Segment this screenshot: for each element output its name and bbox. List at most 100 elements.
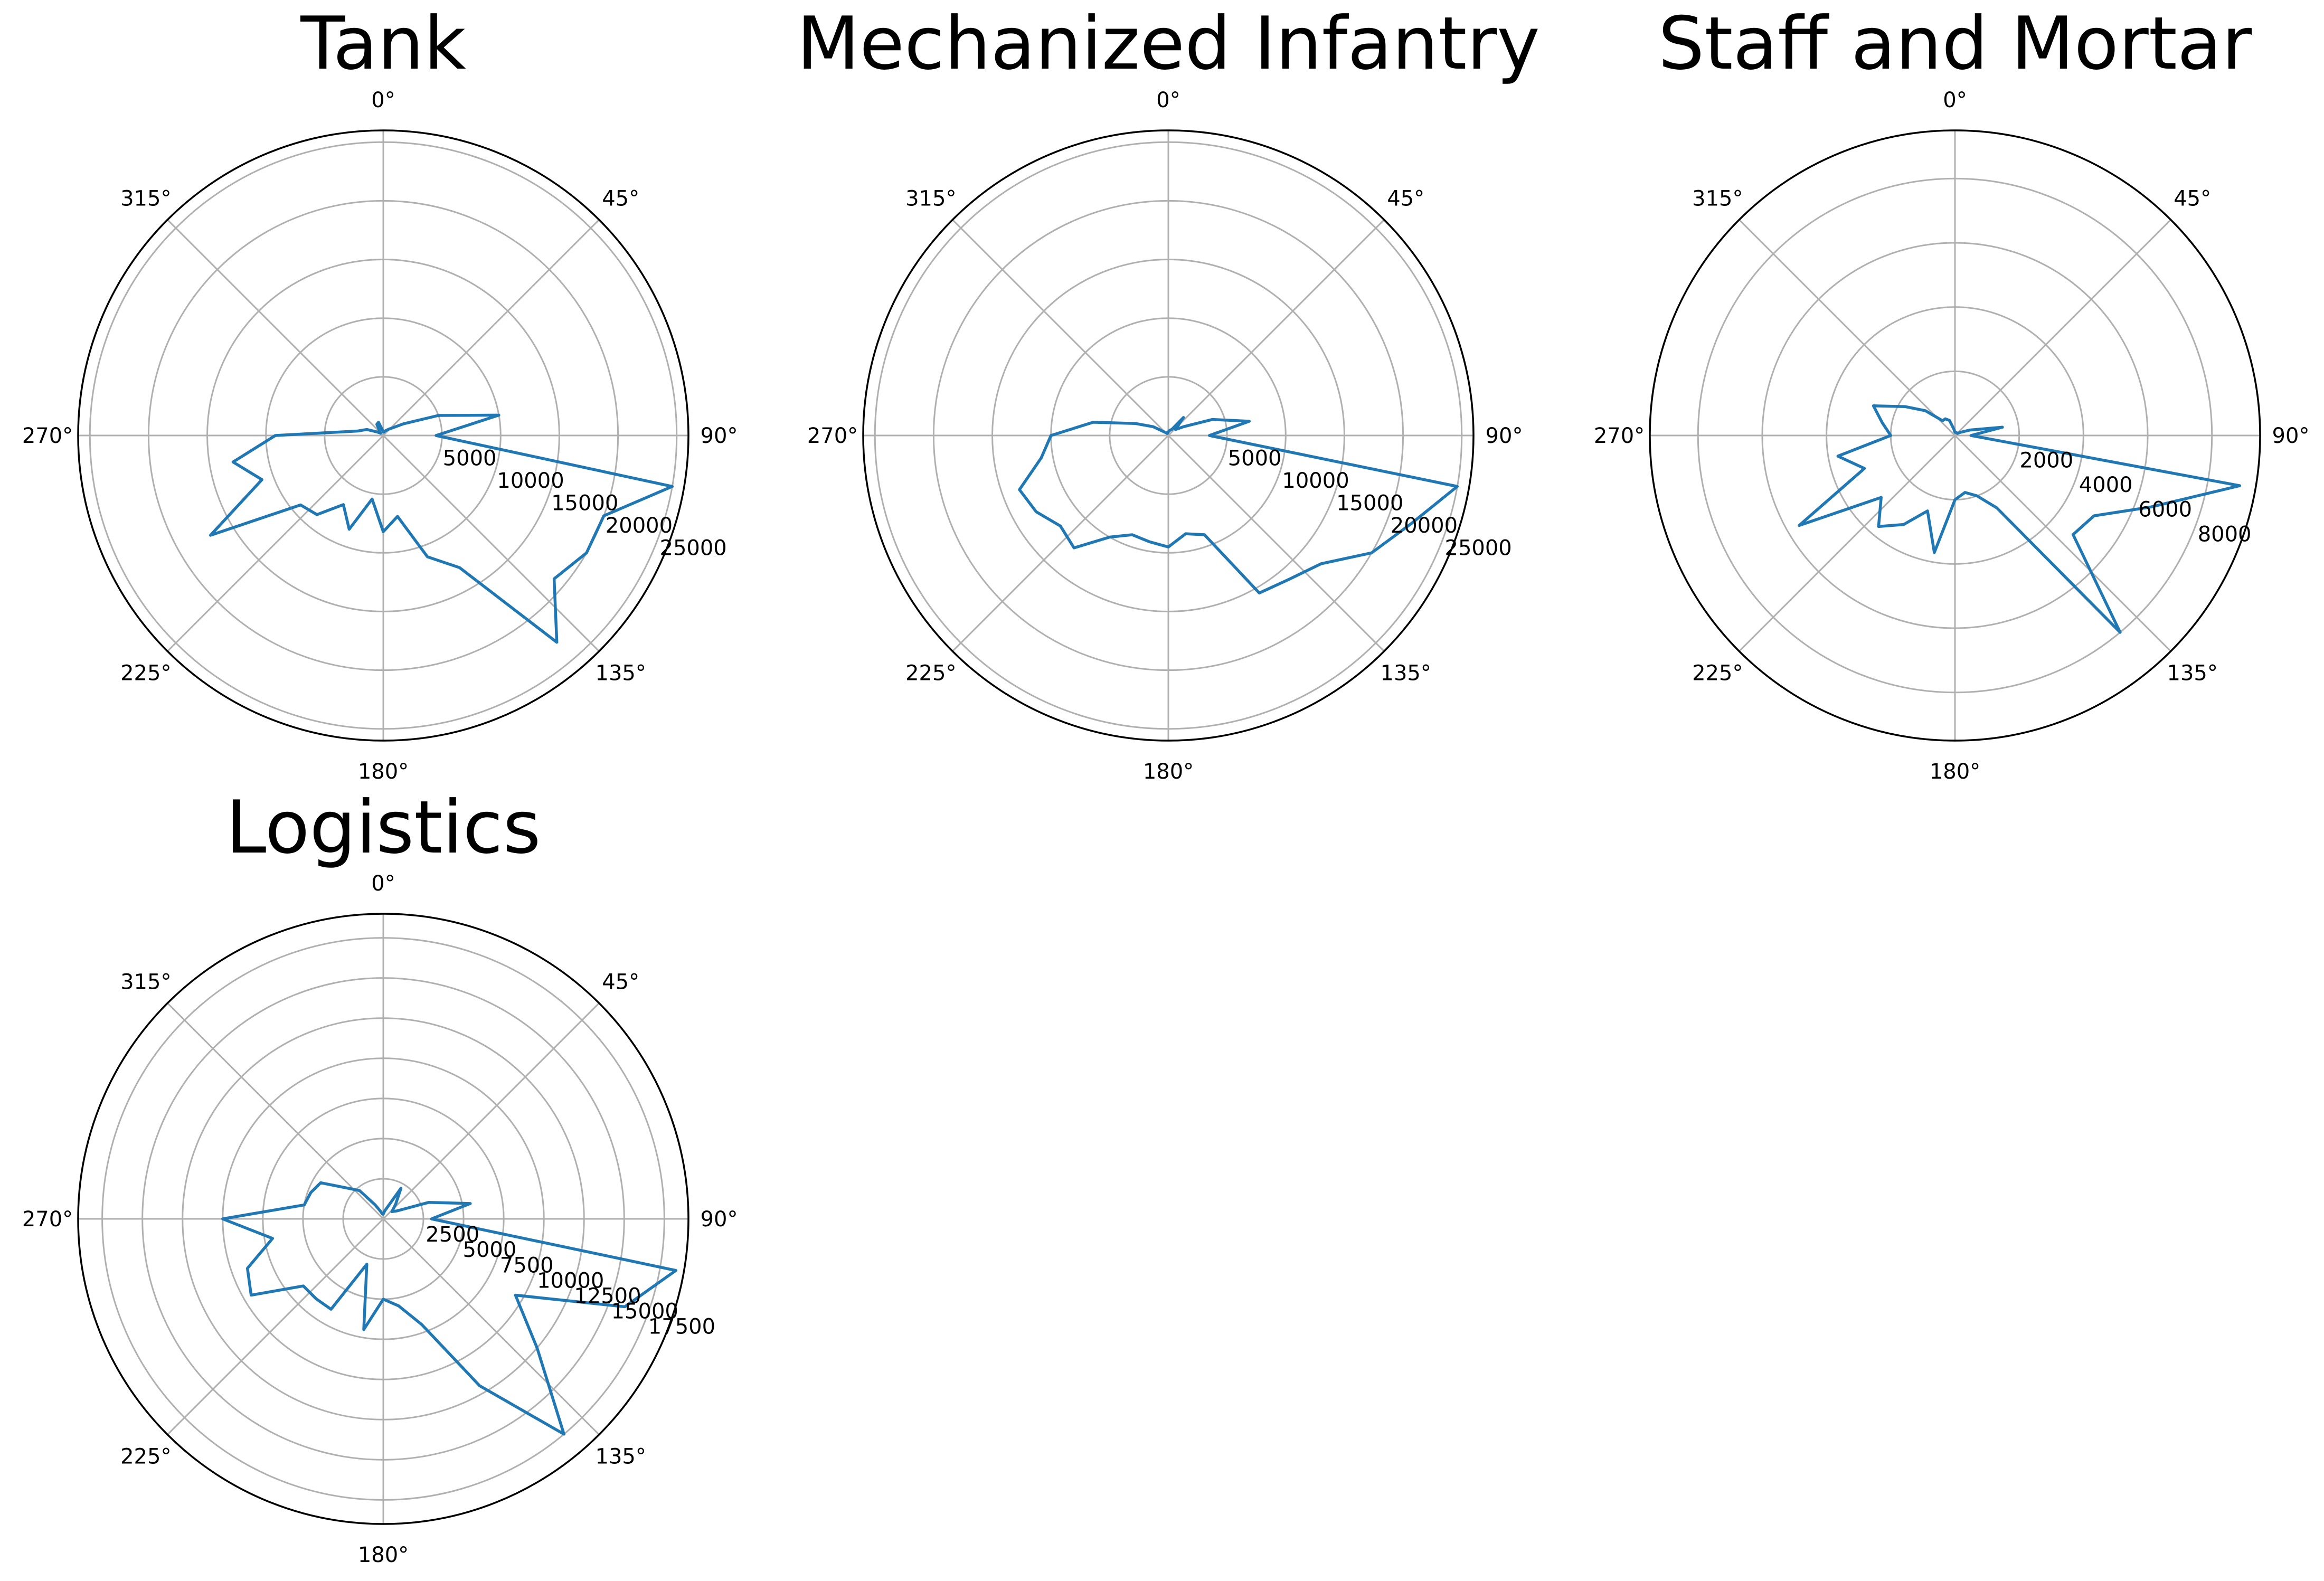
angular-gridline	[167, 219, 384, 437]
radial-gridline	[141, 977, 625, 1461]
angular-gridline	[1167, 434, 1385, 652]
angular-gridline	[1954, 434, 2171, 652]
angle-tick-label: 135°	[596, 661, 646, 686]
radial-tick-label: 12500	[574, 1284, 641, 1309]
angular-gridline	[382, 434, 600, 652]
angular-gridline	[382, 219, 600, 437]
series-line	[1018, 416, 1459, 595]
radial-gridline	[991, 259, 1345, 612]
angle-tick-label: 180°	[1930, 760, 1980, 784]
polar-frame	[77, 913, 689, 1525]
radial-gridline	[1109, 376, 1228, 495]
radial-gridline	[206, 259, 560, 612]
radial-tick-label: 5000	[1228, 447, 1282, 471]
angle-tick-label: 180°	[358, 760, 409, 784]
radial-tick-label: 5000	[443, 447, 497, 471]
polar-chart-2: 0° 45° 90° 135° 180° 225° 270° 315° 500010000150…	[797, 1, 1540, 784]
radial-tick-label: 4000	[2079, 473, 2133, 497]
angle-tick-label: 135°	[1381, 661, 1431, 686]
radial-tick-label: 6000	[2138, 498, 2192, 522]
angular-gridline	[1954, 219, 2171, 437]
radial-tick-label: 2000	[2019, 449, 2073, 473]
angle-tick-label: 315°	[905, 186, 956, 211]
chart-title: Tank	[300, 1, 466, 86]
angular-gridline	[1167, 219, 1385, 437]
angle-tick-label: 180°	[358, 1543, 409, 1567]
radial-tick-label: 8000	[2198, 522, 2252, 546]
chart-title: Staff and Mortar	[1658, 1, 2252, 86]
angular-gridline	[167, 1218, 384, 1435]
angle-tick-label: 270°	[22, 1207, 73, 1232]
series-line	[209, 413, 674, 644]
angle-tick-label: 45°	[602, 186, 639, 211]
angle-tick-label: 225°	[120, 661, 171, 686]
polar-chart-1: 0° 45° 90° 135° 180° 225° 270° 315° 500010000150…	[22, 1, 738, 784]
series-line	[221, 1181, 677, 1436]
polar-chart-4: 0° 45° 90° 135° 180° 225° 270° 315° 250050007500…	[22, 785, 738, 1567]
angular-gridline	[167, 434, 384, 652]
angle-tick-label: 0°	[1943, 88, 1967, 112]
angle-tick-label: 225°	[1692, 661, 1743, 686]
angular-gridline	[167, 1002, 384, 1220]
angle-tick-label: 90°	[701, 424, 738, 448]
chart-title: Mechanized Infantry	[797, 1, 1540, 86]
radial-tick-label: 7500	[500, 1253, 554, 1277]
radial-tick-label: 20000	[606, 514, 673, 538]
angle-tick-label: 270°	[807, 424, 858, 448]
radial-tick-label: 15000	[1336, 491, 1403, 516]
radial-gridline	[262, 1097, 505, 1340]
angle-tick-label: 225°	[905, 661, 956, 686]
radial-gridline	[1697, 177, 2213, 694]
radial-tick-label: 25000	[660, 536, 727, 561]
angular-gridline	[382, 1002, 600, 1220]
radial-tick-label: 25000	[1445, 536, 1512, 561]
radial-gridline	[147, 200, 619, 671]
radial-tick-label: 5000	[463, 1238, 517, 1262]
radial-gridline	[342, 1178, 424, 1260]
angle-tick-label: 225°	[120, 1445, 171, 1469]
radial-gridline	[932, 200, 1404, 671]
radial-tick-label: 10000	[537, 1268, 604, 1293]
chart-title: Logistics	[226, 785, 541, 870]
angle-tick-label: 315°	[120, 186, 171, 211]
polar-frame	[862, 129, 1475, 742]
angle-tick-label: 315°	[1692, 186, 1743, 211]
radial-gridline	[265, 317, 502, 554]
angle-tick-label: 90°	[2272, 424, 2310, 448]
angle-tick-label: 270°	[1594, 424, 1645, 448]
angle-tick-label: 315°	[120, 970, 171, 994]
angle-tick-label: 270°	[22, 424, 73, 448]
radial-tick-label: 17500	[648, 1315, 715, 1339]
radial-gridline	[182, 1017, 585, 1421]
radial-tick-label: 2500	[426, 1223, 479, 1247]
radial-tick-label: 15000	[551, 491, 618, 516]
polar-frame	[77, 129, 689, 742]
radial-gridline	[1761, 242, 2149, 629]
angular-gridline	[382, 1218, 600, 1435]
angular-gridline	[1739, 219, 1956, 437]
radial-gridline	[89, 141, 678, 730]
angle-tick-label: 135°	[2167, 661, 2218, 686]
radial-tick-label: 10000	[1282, 469, 1349, 493]
angle-tick-label: 45°	[1387, 186, 1424, 211]
series-line	[1798, 404, 2242, 634]
radial-tick-label: 15000	[611, 1300, 678, 1324]
angle-tick-label: 45°	[602, 970, 639, 994]
radial-gridline	[101, 937, 665, 1501]
angle-tick-label: 0°	[371, 872, 395, 896]
angle-tick-label: 180°	[1143, 760, 1194, 784]
angle-tick-label: 0°	[371, 88, 395, 112]
angle-tick-label: 90°	[701, 1207, 738, 1232]
polar-chart-3: 0° 45° 90° 135° 180° 225° 270° 315° 200040006000…	[1594, 1, 2310, 784]
radial-tick-label: 10000	[497, 469, 564, 493]
radial-tick-label: 20000	[1391, 514, 1458, 538]
radial-gridline	[874, 141, 1463, 730]
angular-gridline	[952, 219, 1169, 437]
angle-tick-label: 45°	[2174, 186, 2211, 211]
angle-tick-label: 135°	[596, 1445, 646, 1469]
angle-tick-label: 0°	[1156, 88, 1180, 112]
angular-gridline	[1739, 434, 1956, 652]
radial-gridline	[1826, 306, 2084, 565]
polar-frame	[1649, 129, 2261, 742]
